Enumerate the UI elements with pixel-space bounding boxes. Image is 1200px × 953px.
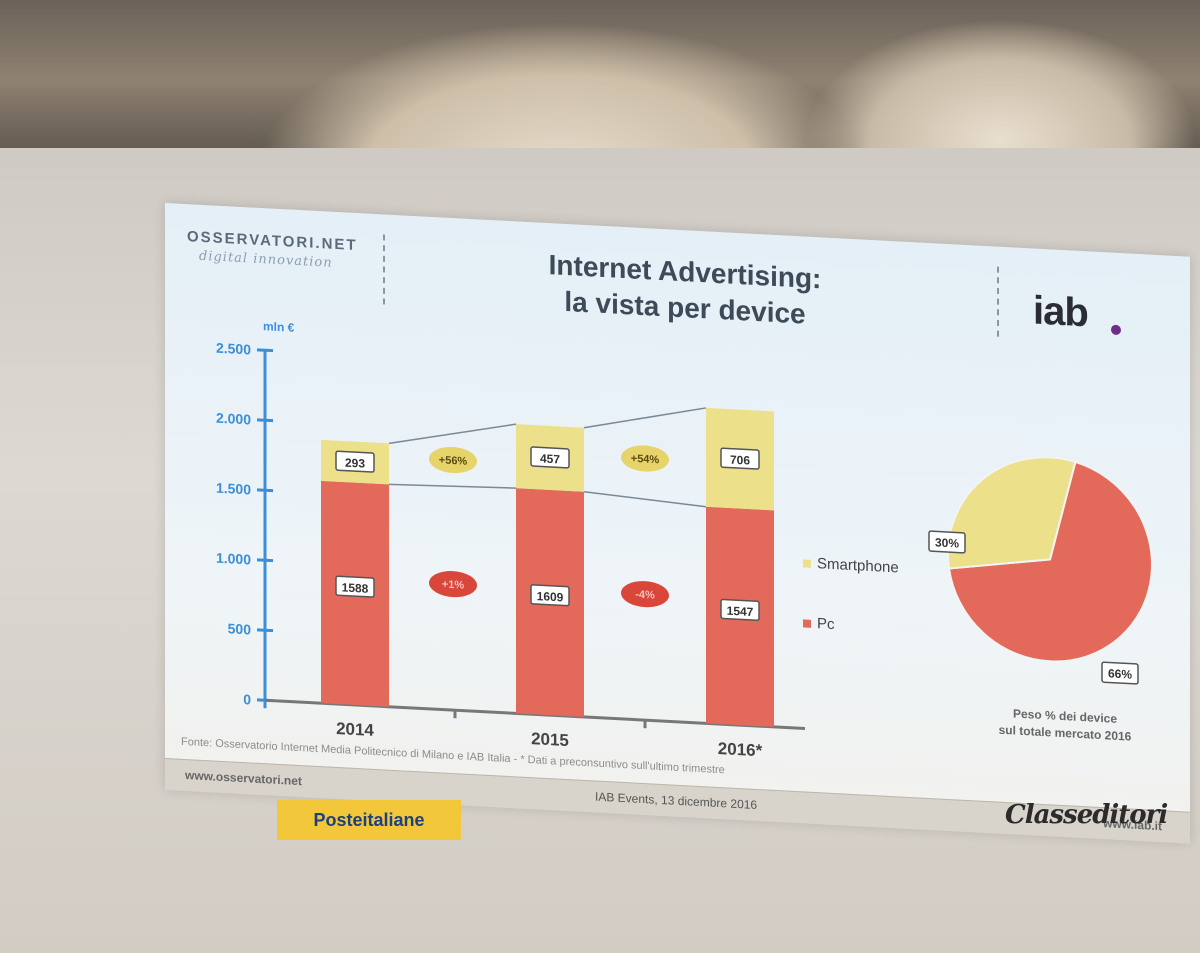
pie-chart: 66% 30% (928, 456, 1153, 685)
connector-top-1 (583, 407, 707, 429)
footer-event: IAB Events, 13 dicembre 2016 (595, 789, 758, 813)
value-label-smartphone-0: 293 (345, 456, 365, 471)
y-tick-4 (257, 418, 273, 423)
connector-mid-0 (388, 483, 517, 489)
value-label-smartphone-2-box (720, 447, 760, 470)
value-label-smartphone-2: 706 (730, 453, 750, 468)
y-tick-label-2: 1.000 (216, 550, 251, 568)
y-tick-label-1: 500 (228, 620, 252, 637)
legend-pc: Pc (803, 614, 835, 633)
connector-mid-1 (583, 490, 707, 508)
value-label-pc-2-box (720, 598, 760, 621)
legend-swatch-smartphone (803, 559, 811, 568)
value-label-pc-0-box (335, 575, 375, 598)
y-tick-label-5: 2.500 (216, 340, 251, 358)
y-tick-2 (257, 558, 273, 563)
sponsor-posteitaliane-logo: Posteitaliane (277, 800, 461, 840)
bar-connectors (388, 407, 707, 508)
y-tick-label-0: 0 (243, 691, 251, 707)
y-tick-label-4: 2.000 (216, 410, 251, 428)
value-label-pc-2: 1547 (727, 604, 754, 619)
pie-label-0: 66% (1108, 666, 1132, 681)
growth-smartphone-label-0: +56% (439, 454, 468, 467)
slide: OSSERVATORI.NET digital innovation Inter… (165, 203, 1190, 844)
pie-label-box-1 (928, 530, 966, 554)
y-axis: 0 500 1.000 1.500 2.000 2.500 (216, 340, 273, 709)
pie-label-box-0 (1101, 661, 1139, 685)
bars: 293 1588 457 1609 706 1547 (321, 407, 774, 727)
y-axis-unit: mln € (263, 319, 295, 335)
value-label-pc-1-box (530, 584, 570, 607)
connector-top-0 (388, 423, 517, 445)
x-tick-label-0: 2014 (336, 719, 374, 740)
pie-label-1: 30% (935, 535, 959, 550)
growth-smartphone-bubble-1 (621, 445, 669, 472)
legend-label-pc: Pc (817, 615, 835, 634)
growth-pc-label-1: -4% (635, 589, 655, 602)
y-tick-3 (257, 488, 273, 493)
x-tick-label-1: 2015 (531, 729, 569, 750)
value-label-pc-0: 1588 (342, 580, 369, 595)
growth-smartphone-label-1: +54% (631, 453, 660, 466)
growth-pc-bubble-1 (621, 581, 669, 608)
growth-pc-bubble-0 (429, 571, 477, 598)
pie-slice-0 (947, 460, 1153, 663)
y-tick-5 (257, 348, 273, 353)
growth-pc-label-0: +1% (442, 579, 465, 592)
footer-website-left: www.osservatori.net (185, 768, 302, 789)
y-tick-1 (257, 628, 273, 633)
value-label-smartphone-1: 457 (540, 451, 560, 466)
value-label-smartphone-1-box (530, 446, 570, 469)
legend-swatch-pc (803, 619, 811, 628)
x-tick-label-2: 2016* (718, 739, 763, 760)
growth-labels: +56% +54% +1% -4% (429, 445, 669, 608)
value-label-pc-1: 1609 (537, 589, 564, 604)
value-label-smartphone-0-box (335, 450, 375, 473)
growth-smartphone-bubble-0 (429, 446, 477, 474)
sponsor-classeditori-logo: Classeditori (1005, 800, 1168, 830)
ceiling-background (0, 0, 1200, 160)
y-tick-label-3: 1.500 (216, 480, 251, 498)
